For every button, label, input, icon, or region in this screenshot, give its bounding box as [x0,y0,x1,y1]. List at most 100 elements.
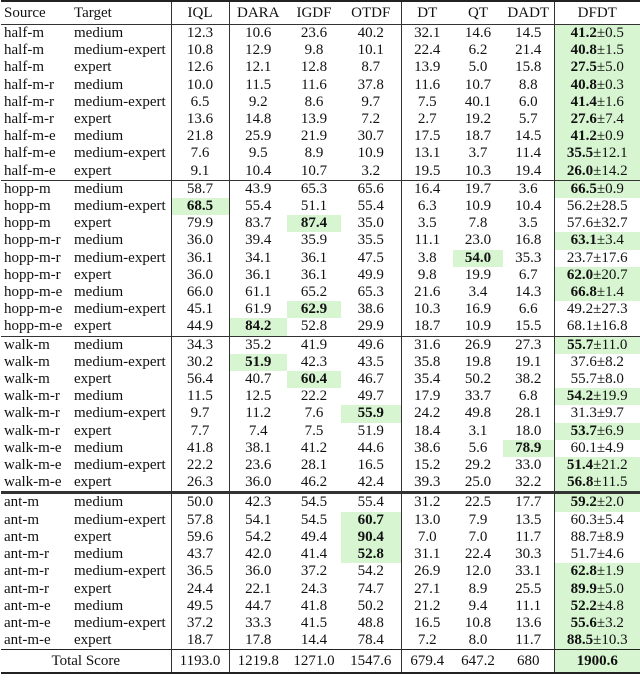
dfdt-mean: 51.4 [566,457,594,474]
score-cell-igdf: 54.5 [300,511,328,528]
score-cell-dt: 21.2 [414,597,441,614]
score-cell-dadt: 6.8 [503,388,555,406]
score-cell-otdf: 49.9 [341,266,402,285]
dfdt-mean: 26.0 [566,162,594,179]
table-row: hopp-m-e medium 66.0 61.1 65.2 65.3 21.6 3.4 14.… [1,284,640,302]
score-cell-igdf: 51.1 [300,198,328,215]
score-cell-dadt: 35.3 [503,249,555,267]
target-cell: medium-expert [71,145,172,163]
score-cell-dara: 25.9 [245,128,272,145]
score-cell-dadt: 16.8 [503,232,555,250]
score-cell-iql: 6.5 [171,93,230,112]
score-cell-igdf: 60.4 [287,371,341,389]
score-cell-dt: 13.1 [414,145,441,162]
score-cell-dfdt: 35.5±12.1 [554,145,640,163]
dfdt-std: ±19.9 [593,388,628,405]
score-cell-dfdt: 88.5±10.3 [554,632,640,650]
score-cell-dfdt: 56.8±11.5 [554,474,640,493]
dfdt-std: ±0.9 [596,128,624,145]
dfdt-mean: 40.8 [570,76,597,93]
source-cell: walk-m [4,371,50,388]
score-cell-dfdt: 27.6±7.4 [554,111,640,129]
score-cell-qt: 23.0 [464,232,492,249]
table-row: half-m-r expert 13.6 14.8 13.9 7.2 2.7 19.2 5.7 2… [1,111,640,129]
table-row: walk-m-r medium 11.5 12.5 22.2 49.7 17.9 33.7 6.… [1,388,640,406]
dfdt-std: ±0.5 [596,25,624,41]
score-cell-igdf: 10.7 [300,162,328,179]
score-cell-iql: 7.6 [171,145,230,163]
score-cell-dara: 84.2 [229,318,287,337]
dfdt-mean: 54.2 [566,388,594,405]
target-cell: medium-expert [71,563,172,581]
score-cell-iql: 24.4 [171,580,230,598]
score-cell-qt: 7.8 [468,215,488,232]
dfdt-mean: 89.9 [570,580,597,597]
score-cell-iql: 13.6 [171,111,230,129]
dfdt-mean: 88.7 [570,528,597,545]
score-cell-dt: 38.6 [414,439,441,456]
dfdt-mean: 68.1 [566,318,594,335]
score-cell-dara: 12.9 [245,42,272,59]
source-cell: ant-m-e [4,614,51,631]
score-cell-dadt: 13.6 [503,614,555,633]
score-cell-dadt: 15.8 [503,59,555,77]
score-cell-dt: 31.2 [401,491,453,512]
score-cell-dfdt: 55.6±3.2 [554,614,640,633]
score-cell-dara: 54.1 [245,511,272,528]
target-cell: expert [71,111,172,129]
score-cell-dara: 12.5 [245,388,272,405]
score-cell-dara: 36.0 [245,474,272,491]
target-cell: medium [71,232,172,250]
score-cell-iql: 68.5 [171,198,230,216]
dfdt-std: ±8.9 [596,528,624,545]
table-row: walk-m-r medium-expert 9.7 11.2 7.6 55.9 24.2 4… [1,405,640,423]
dfdt-std: ±5.4 [596,511,624,528]
total-score-row: Total Score 1193.0 1219.8 1271.0 1547.6 679.4… [1,649,640,675]
target-cell: medium [71,439,172,458]
score-cell-dara: 11.2 [245,405,272,422]
score-cell-otdf: 43.5 [341,353,402,372]
source-cell: walk-m-e [4,474,62,491]
source-cell: half-m [4,59,44,76]
target-cell: medium [71,24,172,43]
score-cell-dadt: 8.8 [503,76,555,94]
score-cell-dadt: 32.2 [503,474,555,493]
dfdt-mean: 52.2 [570,597,597,614]
table-row: walk-m-e medium 41.8 38.1 41.2 44.6 38.6 5.6 78.… [1,439,640,458]
dfdt-std: ±3.4 [596,232,624,249]
table-row: hopp-m-r medium 36.0 39.4 35.9 35.5 11.1 23.0 16… [1,232,640,250]
target-cell: expert [71,422,172,440]
score-cell-qt: 3.7 [468,145,488,162]
score-cell-dt: 6.3 [417,198,437,215]
dfdt-std: ±16.8 [593,318,628,335]
dfdt-mean: 63.1 [570,232,597,249]
table-row: walk-m medium 34.3 35.2 41.9 49.6 31.6 26.9 27.3… [1,335,640,354]
score-cell-otdf: 40.2 [341,24,402,43]
score-cell-otdf: 50.2 [341,597,402,615]
score-cell-dara: 51.9 [229,353,287,372]
score-cell-qt: 10.8 [464,614,492,631]
dfdt-std: ±1.4 [596,284,624,301]
score-cell-igdf: 23.6 [300,25,328,41]
dfdt-mean: 57.6 [566,215,594,232]
target-cell: medium-expert [71,405,172,423]
score-cell-dara: 44.7 [245,597,272,614]
source-cell: half-m [4,42,44,59]
score-cell-iql: 21.8 [171,128,230,146]
score-cell-iql: 11.5 [171,388,230,406]
header-dadt: DADT [503,1,555,25]
score-cell-igdf: 36.1 [300,266,328,283]
source-cell: hopp-m-r [4,266,61,283]
score-cell-dt: 11.6 [414,76,441,93]
score-cell-igdf: 65.2 [300,284,328,301]
total-dadt: 680 [503,649,555,675]
score-cell-dfdt: 53.7±6.9 [554,422,640,440]
score-cell-igdf: 52.8 [300,318,328,335]
score-cell-qt: 12.0 [464,563,492,580]
score-cell-iql: 37.2 [171,614,230,633]
score-cell-igdf: 54.5 [287,491,341,512]
table-row: half-m-e medium 21.8 25.9 21.9 30.7 17.5 18.7 14… [1,128,640,146]
table-row: walk-m-e medium-expert 22.2 23.6 28.1 16.5 15.… [1,457,640,475]
score-cell-qt: 7.9 [468,511,488,528]
